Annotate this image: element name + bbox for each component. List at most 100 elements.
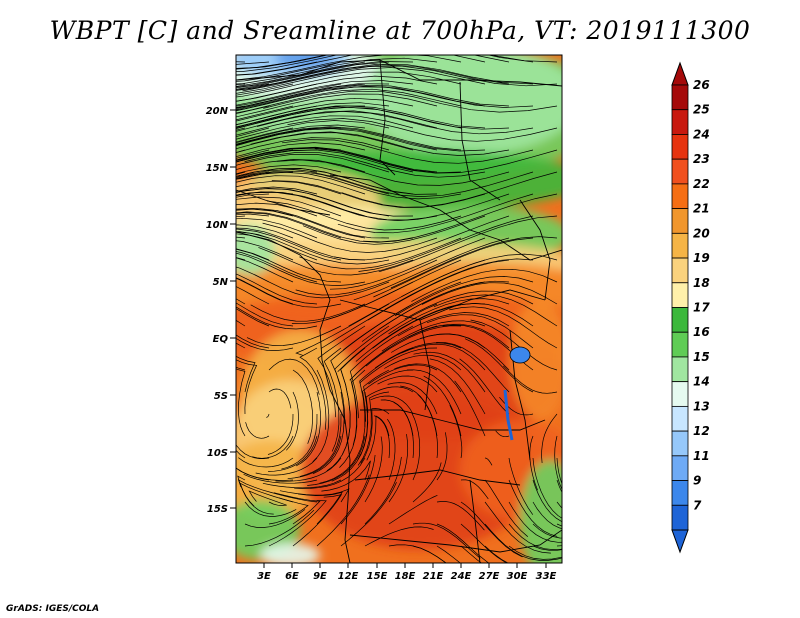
streamline bbox=[236, 127, 270, 138]
streamline bbox=[236, 334, 270, 349]
streamline bbox=[236, 170, 390, 195]
streamline bbox=[321, 460, 371, 492]
streamline bbox=[236, 61, 246, 63]
streamline bbox=[236, 169, 318, 178]
streamline bbox=[314, 148, 558, 174]
streamline bbox=[236, 212, 342, 239]
streamline bbox=[236, 368, 246, 437]
border-line bbox=[236, 231, 351, 563]
streamline bbox=[236, 86, 534, 112]
border-line bbox=[339, 289, 546, 321]
streamline bbox=[266, 413, 270, 418]
colorbar-swatch bbox=[671, 430, 689, 457]
colorbar-label: 24 bbox=[693, 127, 710, 141]
streamline bbox=[244, 152, 486, 178]
streamline bbox=[244, 509, 315, 547]
streamline bbox=[248, 490, 287, 506]
streamline bbox=[370, 395, 414, 415]
streamline bbox=[236, 228, 342, 261]
map-title: WBPT [C] and Sreamline at 700hPa, VT: 20… bbox=[49, 16, 751, 45]
border-line bbox=[379, 59, 396, 176]
streamline bbox=[292, 369, 313, 444]
streamline bbox=[412, 522, 481, 559]
streamline bbox=[236, 137, 390, 153]
streamline bbox=[355, 303, 462, 362]
streamline bbox=[237, 479, 318, 503]
streamline bbox=[236, 105, 270, 114]
country-borders bbox=[236, 59, 562, 563]
streamline bbox=[262, 222, 438, 253]
streamline bbox=[244, 509, 306, 528]
streamline bbox=[337, 193, 534, 234]
streamline bbox=[236, 207, 390, 239]
colorbar-label: 9 bbox=[693, 474, 701, 488]
streamline bbox=[460, 501, 523, 558]
streamline bbox=[236, 168, 438, 195]
streamline bbox=[262, 479, 342, 489]
colorbar-swatch bbox=[671, 480, 689, 506]
streamline bbox=[236, 120, 390, 140]
streamline bbox=[449, 404, 463, 459]
streamline bbox=[286, 391, 299, 451]
border-line bbox=[329, 174, 562, 261]
streamline bbox=[417, 393, 438, 459]
streamline bbox=[279, 488, 350, 503]
streamline bbox=[454, 380, 486, 437]
streamline bbox=[464, 338, 534, 393]
border-line bbox=[236, 189, 331, 216]
streamline bbox=[282, 139, 534, 164]
streamline bbox=[238, 457, 294, 468]
border-line bbox=[349, 529, 562, 553]
colorbar-swatch bbox=[671, 381, 689, 407]
streamline bbox=[258, 247, 414, 276]
streamline bbox=[236, 366, 246, 371]
streamline bbox=[364, 456, 402, 525]
streamline bbox=[236, 61, 390, 89]
streamline bbox=[420, 333, 510, 371]
streamline bbox=[267, 200, 462, 231]
streamline bbox=[236, 164, 342, 175]
streamline bbox=[236, 126, 462, 151]
wbpt-region bbox=[520, 460, 562, 563]
streamline bbox=[414, 303, 534, 327]
streamline bbox=[236, 273, 318, 305]
streamline bbox=[244, 501, 297, 517]
streamline bbox=[236, 337, 294, 351]
streamline bbox=[268, 358, 320, 395]
streamline bbox=[312, 391, 345, 475]
streamline bbox=[268, 388, 292, 409]
streamline bbox=[236, 302, 294, 327]
streamline bbox=[378, 215, 558, 273]
streamline bbox=[362, 369, 414, 422]
streamline bbox=[401, 253, 558, 298]
streamline bbox=[388, 494, 438, 525]
streamline bbox=[236, 110, 438, 132]
streamline bbox=[276, 159, 510, 186]
colorbar-bottom-arrow bbox=[671, 529, 689, 554]
streamline bbox=[339, 369, 366, 468]
streamline bbox=[436, 545, 461, 563]
lon-tick-label: 15E bbox=[367, 571, 388, 582]
streamline bbox=[236, 180, 342, 195]
streamline bbox=[408, 323, 510, 349]
streamline bbox=[312, 369, 330, 463]
streamline bbox=[236, 64, 534, 91]
lon-tick-label: 24E bbox=[451, 571, 472, 582]
lat-tick-label: 10N bbox=[206, 220, 229, 231]
streamline bbox=[484, 457, 493, 466]
streamline bbox=[388, 434, 409, 503]
streamline bbox=[404, 290, 534, 320]
streamline bbox=[341, 171, 558, 208]
streamline bbox=[236, 154, 390, 173]
streamline bbox=[275, 457, 342, 482]
streamline bbox=[556, 457, 562, 485]
streamline bbox=[508, 479, 558, 537]
lat-tick-label: 15S bbox=[207, 504, 228, 515]
border-line bbox=[419, 319, 431, 411]
colorbar-label: 12 bbox=[693, 424, 710, 438]
streamline bbox=[388, 298, 510, 335]
streamline bbox=[254, 274, 390, 299]
streamline bbox=[236, 102, 390, 125]
colorbar-swatch bbox=[671, 232, 689, 259]
streamline bbox=[294, 457, 366, 489]
